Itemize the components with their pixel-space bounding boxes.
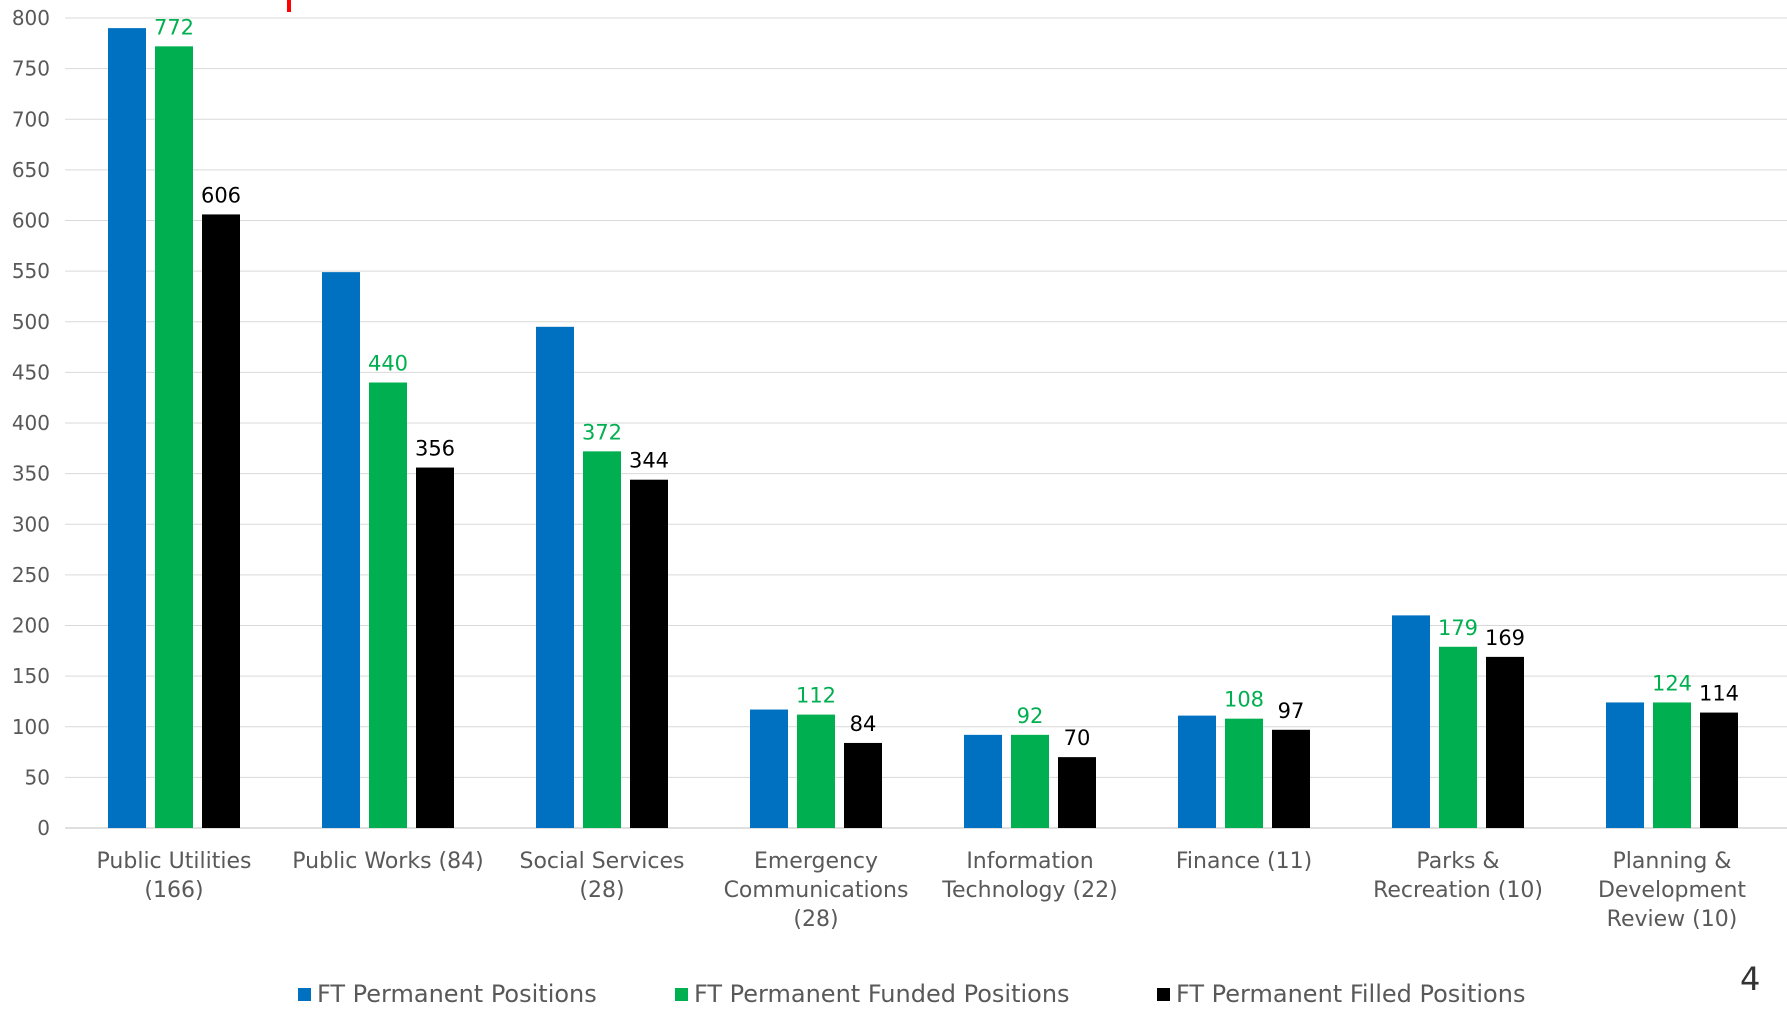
bar <box>108 28 146 828</box>
y-tick-label: 200 <box>12 614 50 638</box>
legend-label-positions: FT Permanent Positions <box>317 980 597 1008</box>
data-label: 356 <box>415 437 455 461</box>
legend-swatch-positions <box>298 987 311 1001</box>
data-label: 440 <box>368 352 408 376</box>
y-tick-label: 500 <box>12 310 50 334</box>
bar <box>1653 702 1691 828</box>
x-tick-label: Recreation (10) <box>1373 878 1543 903</box>
data-label: 114 <box>1699 682 1739 706</box>
legend-item-filled: FT Permanent Filled Positions <box>1157 980 1525 1008</box>
bar <box>1272 729 1310 828</box>
bar <box>750 709 788 828</box>
y-tick-label: 150 <box>12 664 50 688</box>
bar <box>630 479 668 828</box>
y-tick-label: 250 <box>12 563 50 587</box>
bar <box>1058 757 1096 828</box>
data-label: 344 <box>629 449 669 473</box>
x-tick-label: Parks & <box>1416 849 1499 874</box>
bar <box>1178 715 1216 828</box>
bar-chart: 0 50 100 150 200 250 300 350 400 450 500 550 600 650 7… <box>12 6 1787 932</box>
data-label: 124 <box>1652 671 1692 695</box>
data-label: 112 <box>796 684 836 708</box>
data-label: 97 <box>1278 699 1305 723</box>
red-mark <box>287 0 291 12</box>
x-tick-label: Public Works (84) <box>292 849 483 874</box>
x-tick-label: Finance (11) <box>1176 849 1312 874</box>
bar <box>1486 656 1524 828</box>
bar <box>202 214 240 829</box>
legend-swatch-filled <box>1157 987 1170 1001</box>
x-tick-label: Public Utilities <box>97 849 252 874</box>
x-tick-label: Development <box>1598 878 1746 903</box>
x-tick-label: Communications <box>724 878 909 903</box>
y-tick-label: 450 <box>12 360 50 384</box>
bar <box>369 382 407 828</box>
data-label: 179 <box>1438 616 1478 640</box>
bar <box>416 467 454 828</box>
y-tick-label: 0 <box>37 816 50 840</box>
bar <box>1606 702 1644 828</box>
y-tick-label: 300 <box>12 512 50 536</box>
legend-swatch-funded <box>675 987 688 1001</box>
bar <box>1225 718 1263 828</box>
bar <box>1392 615 1430 828</box>
chart-legend: FT Permanent Positions FT Permanent Fund… <box>0 980 1560 1012</box>
y-tick-label: 100 <box>12 715 50 739</box>
legend-label-filled: FT Permanent Filled Positions <box>1176 980 1526 1008</box>
x-tick-label: Social Services <box>520 849 685 874</box>
x-tick-label: (28) <box>793 907 838 932</box>
x-tick-label: Emergency <box>754 849 878 874</box>
legend-item-funded: FT Permanent Funded Positions <box>675 980 1070 1008</box>
y-tick-label: 650 <box>12 158 50 182</box>
data-label: 108 <box>1224 688 1264 712</box>
bar <box>964 734 1002 828</box>
data-label: 772 <box>154 15 194 39</box>
x-tick-label: Review (10) <box>1607 907 1738 932</box>
bar <box>536 326 574 828</box>
page-number: 4 <box>1740 960 1761 998</box>
bar <box>322 272 360 828</box>
data-label: 84 <box>850 712 877 736</box>
y-tick-label: 50 <box>25 765 50 789</box>
legend-item-positions: FT Permanent Positions <box>298 980 597 1008</box>
legend-label-funded: FT Permanent Funded Positions <box>694 980 1070 1008</box>
y-tick-label: 700 <box>12 107 50 131</box>
x-tick-label: Information <box>966 849 1093 874</box>
y-tick-label: 600 <box>12 209 50 233</box>
y-tick-label: 750 <box>12 57 50 81</box>
y-tick-label: 350 <box>12 462 50 486</box>
x-tick-label: Planning & <box>1613 849 1732 874</box>
bar <box>844 742 882 828</box>
y-tick-label: 400 <box>12 411 50 435</box>
y-tick-label: 800 <box>12 6 50 30</box>
data-label: 169 <box>1485 626 1525 650</box>
data-label: 92 <box>1017 704 1044 728</box>
bar <box>155 46 193 829</box>
bar <box>797 714 835 828</box>
data-label: 70 <box>1064 726 1091 750</box>
bar <box>583 451 621 828</box>
bar <box>1439 646 1477 828</box>
bar <box>1011 734 1049 828</box>
bar <box>1700 712 1738 828</box>
data-label: 606 <box>201 183 241 207</box>
data-label: 372 <box>582 420 622 444</box>
x-tick-label: Technology (22) <box>941 878 1117 903</box>
x-tick-label: (166) <box>144 878 203 903</box>
y-tick-label: 550 <box>12 259 50 283</box>
x-tick-label: (28) <box>579 878 624 903</box>
